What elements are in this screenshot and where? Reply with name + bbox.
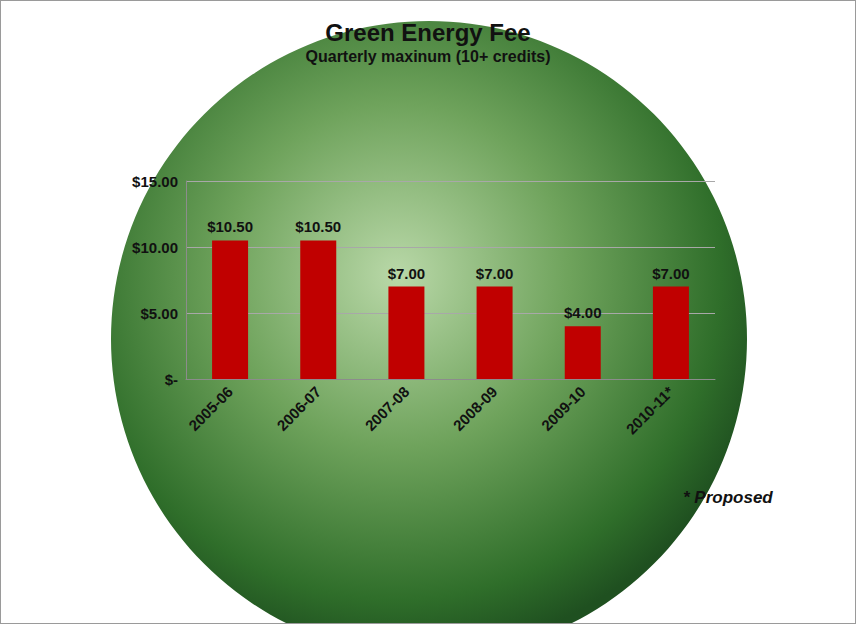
svg-text:2006-07: 2006-07 xyxy=(273,383,324,434)
svg-text:$7.00: $7.00 xyxy=(652,265,690,282)
svg-text:$5.00: $5.00 xyxy=(140,305,178,322)
svg-text:2008-09: 2008-09 xyxy=(450,383,501,434)
svg-text:* Proposed: * Proposed xyxy=(683,488,773,507)
svg-text:$7.00: $7.00 xyxy=(476,265,514,282)
svg-text:2009-10: 2009-10 xyxy=(538,383,589,434)
svg-text:$10.50: $10.50 xyxy=(295,218,341,235)
svg-text:$10.50: $10.50 xyxy=(207,218,253,235)
svg-text:$7.00: $7.00 xyxy=(388,265,426,282)
svg-text:$15.00: $15.00 xyxy=(132,173,178,190)
svg-text:2005-06: 2005-06 xyxy=(185,383,236,434)
svg-text:2010-11*: 2010-11* xyxy=(622,383,677,438)
svg-text:2007-08: 2007-08 xyxy=(362,383,413,434)
svg-text:Quarterly maxinum (10+ credits: Quarterly maxinum (10+ credits) xyxy=(306,48,551,65)
svg-text:Green Energy Fee: Green Energy Fee xyxy=(325,19,530,46)
svg-text:$4.00: $4.00 xyxy=(564,304,602,321)
svg-text:$10.00: $10.00 xyxy=(132,239,178,256)
svg-text:$-: $- xyxy=(165,371,178,388)
